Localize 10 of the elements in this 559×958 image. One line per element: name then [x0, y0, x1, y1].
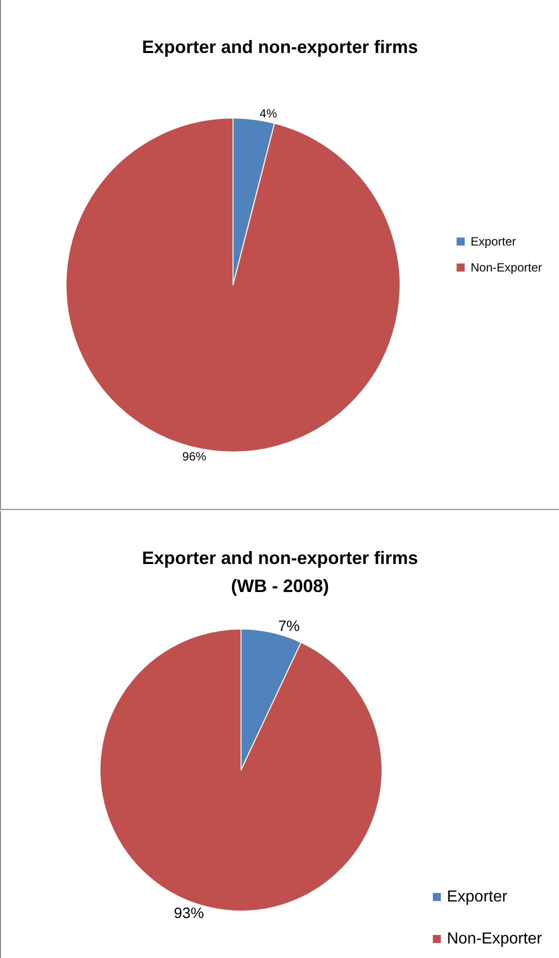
chart-title: Exporter and non-exporter firms (WB - 2008) — [142, 548, 418, 596]
legend-label: Non-Exporter — [470, 260, 542, 274]
legend-label: Exporter — [470, 234, 516, 248]
legend-label: Non-Exporter — [446, 930, 543, 948]
data-label: 4% — [260, 106, 278, 120]
data-label: 96% — [182, 450, 207, 464]
legend-label: Exporter — [446, 888, 508, 906]
chart-title: Exporter and non-exporter firms — [142, 37, 418, 57]
data-label: 93% — [174, 904, 204, 922]
data-label: 7% — [278, 618, 300, 636]
